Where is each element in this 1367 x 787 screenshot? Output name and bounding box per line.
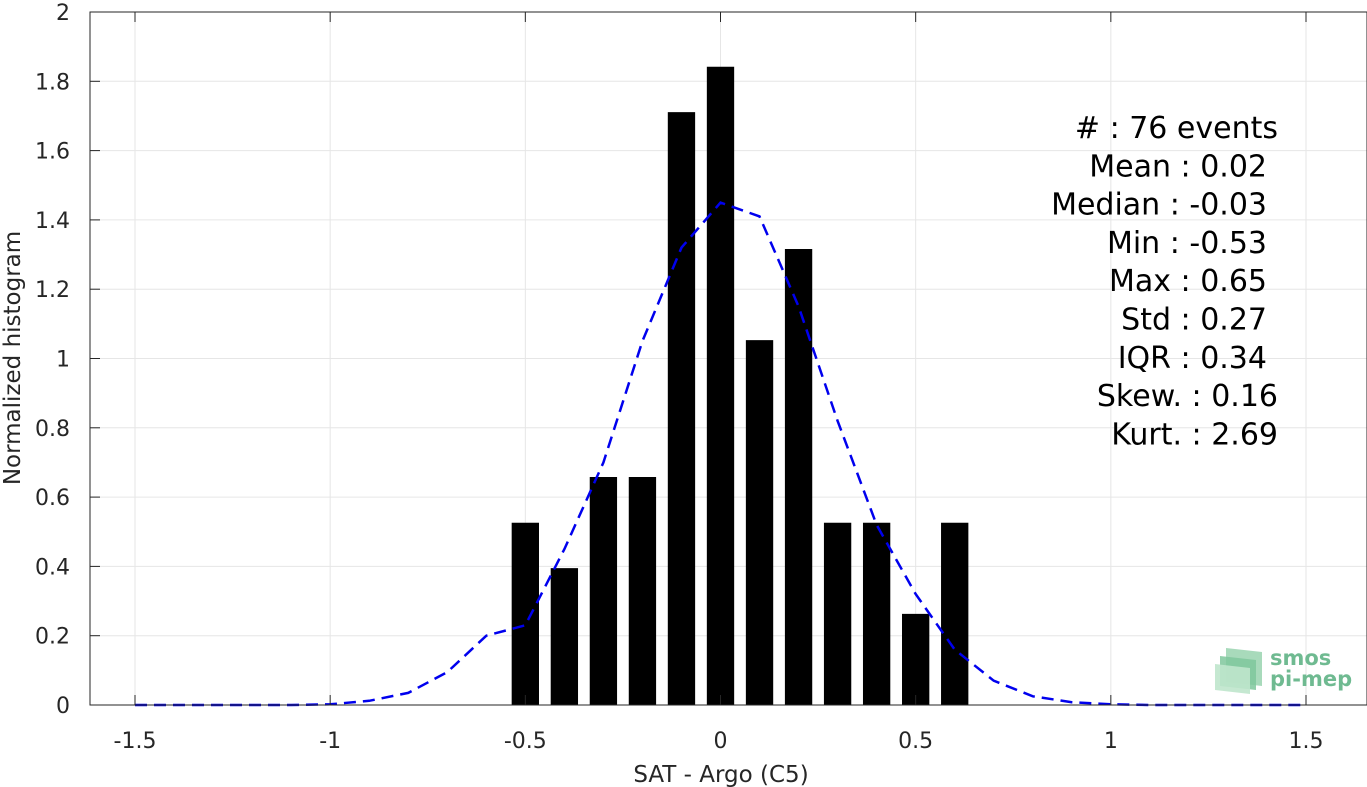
histogram-bar bbox=[745, 340, 774, 705]
stat-line: Max : 0.65 bbox=[1109, 264, 1267, 299]
logo-mark-icon bbox=[1215, 648, 1262, 694]
y-tick-label: 1.6 bbox=[35, 140, 70, 165]
x-tick-label: -1.5 bbox=[114, 729, 157, 754]
x-tick-label: -0.5 bbox=[504, 729, 547, 754]
x-tick-label: 1.5 bbox=[1289, 729, 1324, 754]
y-tick-label: 0.8 bbox=[35, 417, 70, 442]
histogram-bar bbox=[667, 112, 696, 706]
y-tick-label: 1.8 bbox=[35, 70, 70, 95]
stat-line: Median : -0.03 bbox=[1051, 188, 1267, 223]
y-tick-label: 0 bbox=[56, 694, 70, 719]
stat-line: Min : -0.53 bbox=[1107, 226, 1267, 261]
stat-line: Kurt. : 2.69 bbox=[1111, 417, 1278, 452]
y-axis-label: Normalized histogram bbox=[0, 231, 26, 485]
stat-line: Std : 0.27 bbox=[1121, 303, 1267, 338]
histogram-bar bbox=[628, 477, 657, 705]
x-tick-label: -1 bbox=[319, 729, 341, 754]
stat-line: Skew. : 0.16 bbox=[1097, 379, 1278, 414]
histogram-bar bbox=[589, 477, 618, 705]
histogram-bar bbox=[511, 522, 539, 705]
y-tick-label: 0.4 bbox=[35, 555, 70, 580]
y-tick-label: 1 bbox=[56, 348, 70, 373]
histogram-bar bbox=[784, 249, 813, 706]
stat-line: # : 76 events bbox=[1075, 111, 1278, 146]
histogram-bar bbox=[823, 522, 852, 705]
y-tick-label: 2 bbox=[56, 1, 70, 26]
ticks bbox=[90, 11, 1307, 706]
histogram-bar bbox=[550, 568, 579, 705]
x-axis-label: SAT - Argo (C5) bbox=[633, 762, 808, 787]
y-tick-label: 1.4 bbox=[35, 209, 70, 234]
x-tick-labels: -1.5 -1 -0.5 0 0.5 1 1.5 bbox=[114, 729, 1324, 754]
histogram-bar bbox=[902, 613, 930, 705]
y-tick-label: 0.6 bbox=[35, 486, 70, 511]
y-tick-label: 0.2 bbox=[35, 625, 70, 650]
stat-line: Mean : 0.02 bbox=[1089, 149, 1267, 184]
stat-line: IQR : 0.34 bbox=[1118, 341, 1267, 376]
logo-line1: smos bbox=[1270, 646, 1331, 670]
x-tick-label: 0 bbox=[714, 729, 728, 754]
bars bbox=[511, 66, 969, 706]
histogram-bar bbox=[862, 522, 891, 705]
y-tick-labels: 0 0.2 0.4 0.6 0.8 1 1.2 1.4 1.6 1.8 2 bbox=[35, 1, 70, 719]
smos-pi-mep-logo: smos pi-mep bbox=[1215, 646, 1352, 694]
logo-line2: pi-mep bbox=[1270, 667, 1352, 691]
histogram-bar bbox=[706, 66, 735, 705]
x-tick-label: 0.5 bbox=[898, 729, 933, 754]
histogram-bar bbox=[941, 522, 969, 705]
y-tick-label: 1.2 bbox=[35, 278, 70, 303]
x-tick-label: 1 bbox=[1104, 729, 1118, 754]
